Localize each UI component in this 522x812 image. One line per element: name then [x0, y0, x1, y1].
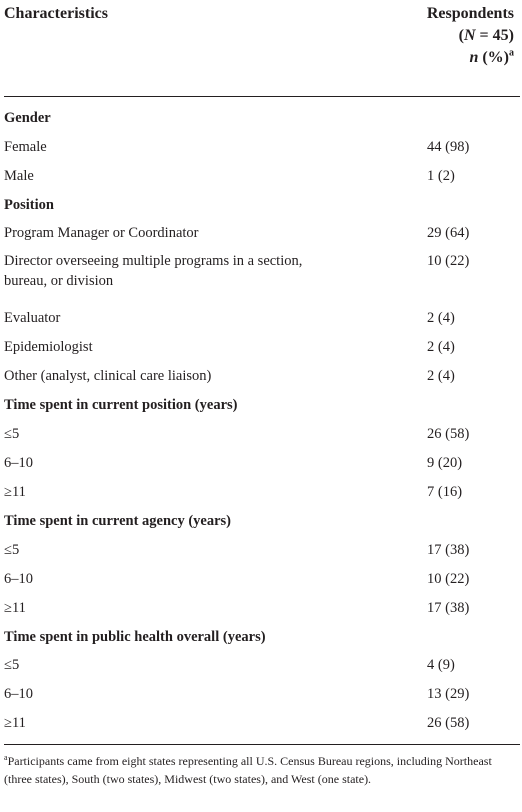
- row-label: Female: [4, 139, 47, 155]
- row-value: 10 (22): [427, 571, 470, 587]
- row-label: Program Manager or Coordinator: [4, 225, 199, 241]
- row-value: 26 (58): [427, 715, 470, 731]
- row-label: 6–10: [4, 686, 33, 702]
- row-label: Other (analyst, clinical care liaison): [4, 368, 212, 384]
- row-value: 29 (64): [427, 225, 470, 241]
- row-label: ≤5: [4, 657, 20, 673]
- row-value: 4 (9): [427, 657, 455, 673]
- header-characteristics: Characteristics: [4, 5, 108, 22]
- row-label: Time spent in current agency (years): [4, 513, 232, 529]
- row-label: ≥11: [4, 600, 26, 616]
- row-label: Epidemiologist: [4, 339, 93, 355]
- row-label: Time spent in public health overall (yea…: [4, 629, 266, 645]
- row-label: 6–10: [4, 455, 33, 471]
- row-label: Male: [4, 168, 34, 184]
- row-label: Evaluator: [4, 310, 61, 326]
- row-label: ≤5: [4, 426, 20, 442]
- header-rule: [4, 96, 520, 97]
- header-respondents: Respondents (N = 45) n (%)a: [374, 3, 514, 69]
- row-label: ≤5: [4, 542, 20, 558]
- row-value: 26 (58): [427, 426, 470, 442]
- row-label: Gender: [4, 110, 51, 126]
- row-value: 2 (4): [427, 339, 455, 355]
- header-respondents-title: Respondents: [426, 5, 514, 22]
- row-value: 17 (38): [427, 542, 470, 558]
- row-label: ≥11: [4, 715, 26, 731]
- table-bottom-rule: [4, 744, 520, 745]
- row-value: 17 (38): [427, 600, 470, 616]
- row-value: 13 (29): [427, 686, 470, 702]
- row-label: Position: [4, 197, 54, 213]
- footnote-text: Participants came from eight states repr…: [4, 754, 492, 786]
- row-label: 6–10: [4, 571, 33, 587]
- row-value: 10 (22): [427, 253, 470, 269]
- row-value: 2 (4): [427, 368, 455, 384]
- footnote-marker: a: [4, 753, 8, 762]
- row-value: 44 (98): [427, 139, 470, 155]
- row-value: 7 (16): [427, 484, 463, 500]
- header-n-percent: n (%)a: [469, 47, 514, 66]
- row-value: 9 (20): [427, 455, 463, 471]
- row-label: ≥11: [4, 484, 26, 500]
- row-label: Time spent in current position (years): [4, 397, 238, 413]
- table-footnote: aParticipants came from eight states rep…: [4, 752, 516, 788]
- row-label: Director overseeing multiple programs in…: [4, 253, 303, 289]
- row-value: 1 (2): [427, 168, 455, 184]
- row-value: 2 (4): [427, 310, 455, 326]
- header-sample-size: (N = 45): [458, 27, 514, 44]
